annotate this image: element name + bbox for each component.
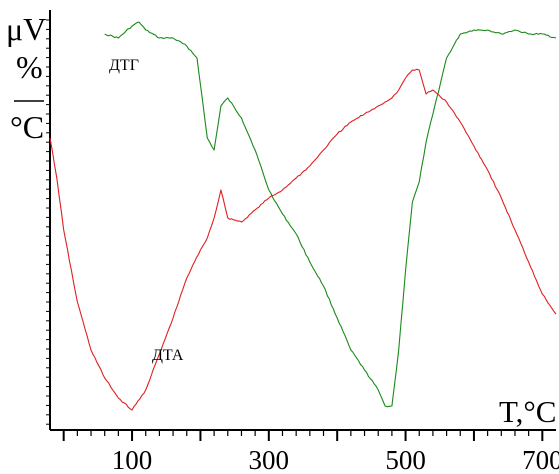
x-tick-label: 100 xyxy=(112,445,153,474)
axes xyxy=(46,10,556,441)
series-label-dtg: ДТГ xyxy=(109,57,139,74)
x-tick-label: 300 xyxy=(249,445,290,474)
series-label-dta: ДТА xyxy=(152,347,184,364)
x-axis-label: T,°C xyxy=(499,394,556,429)
series-line-dtg xyxy=(104,21,557,408)
y-axis-unit-percent: % xyxy=(16,49,43,85)
x-tick-labels: 100 300 500 700 xyxy=(112,445,559,474)
x-axis-ticks xyxy=(62,430,544,441)
x-tick-label: 700 xyxy=(522,445,559,474)
y-axis-unit-top: μV xyxy=(6,11,46,47)
x-tick-label: 500 xyxy=(385,445,426,474)
series-layer xyxy=(49,21,557,411)
y-axis-unit-degC: °C xyxy=(10,109,44,145)
y-axis-minor-ticks xyxy=(46,19,50,425)
series-line-dta xyxy=(49,68,557,411)
